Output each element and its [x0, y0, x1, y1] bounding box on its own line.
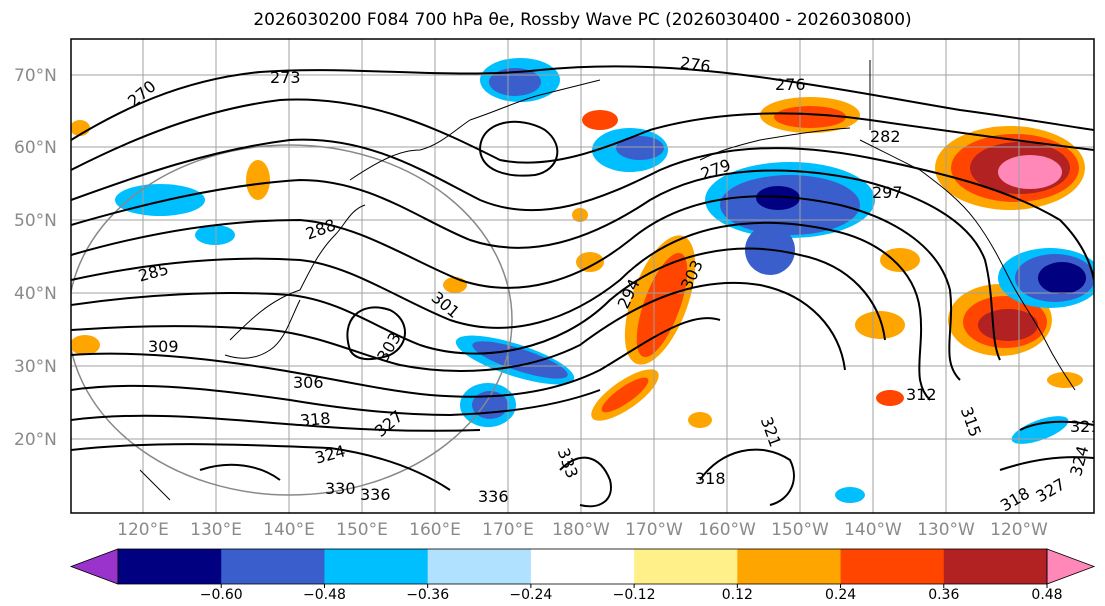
colorbar-tick-label: −0.24 — [509, 587, 552, 603]
contour-label: 318 — [695, 469, 726, 488]
contour-label: 318 — [299, 409, 331, 431]
contour-label: 276 — [775, 75, 806, 94]
lat-label: 40°N — [14, 284, 57, 304]
colorbar-extension-low — [69, 548, 119, 585]
colorbar-border — [117, 548, 1048, 585]
lon-label: 160°W — [698, 520, 756, 540]
gridlines — [71, 39, 1094, 513]
latitude-labels: 70°N 60°N 50°N 40°N 30°N 20°N — [14, 66, 57, 450]
lon-label: 140°E — [263, 520, 315, 540]
coastlines — [139, 60, 1076, 501]
lon-label: 130°W — [917, 520, 975, 540]
lat-label: 30°N — [14, 357, 57, 377]
colorbar-tick-label: −0.12 — [613, 587, 656, 603]
colorbar-segment — [737, 549, 842, 584]
lat-label: 70°N — [14, 66, 57, 86]
lon-label: 170°E — [482, 520, 534, 540]
colorbar-segment — [427, 549, 532, 584]
contour-label: 336 — [478, 487, 509, 506]
longitude-labels: 120°E 130°E 140°E 150°E 160°E 170°E 180°… — [117, 520, 1048, 540]
lon-label: 150°W — [771, 520, 829, 540]
lon-label: 160°E — [409, 520, 461, 540]
colorbar-tick-label: 0.12 — [722, 587, 753, 603]
colorbar-segment — [634, 549, 738, 584]
contour-label: 336 — [360, 485, 391, 504]
theta-e-contours — [71, 65, 1094, 508]
lon-label: 130°E — [190, 520, 242, 540]
colorbar-tick-label: −0.36 — [406, 587, 449, 603]
lat-label: 20°N — [14, 430, 57, 450]
lon-label: 120°W — [990, 520, 1048, 540]
contour-label: 276 — [679, 53, 712, 76]
colorbar-segment — [118, 549, 222, 584]
colorbar-segment — [840, 549, 945, 584]
colorbar-segment — [324, 549, 429, 584]
lon-label: 150°E — [336, 520, 388, 540]
lon-label: 180°W — [552, 520, 610, 540]
contour-label: 282 — [870, 127, 901, 146]
map-title: 2026030200 F084 700 hPa θe, Rossby Wave … — [253, 10, 912, 30]
contour-label: 273 — [270, 68, 301, 87]
lon-label: 140°W — [844, 520, 902, 540]
colorbar-tick-label: −0.60 — [200, 587, 243, 603]
title-area: 2026030200 F084 700 hPa θe, Rossby Wave … — [0, 0, 1105, 36]
colorbar-tick-label: 0.24 — [825, 587, 856, 603]
colorbar-tick-label: −0.48 — [303, 587, 346, 603]
contour-label: 330 — [325, 479, 356, 498]
colorbar-tick-label: 0.36 — [928, 587, 959, 603]
colorbar — [69, 548, 1096, 585]
colorbar-tick-label: 0.48 — [1031, 587, 1062, 603]
colorbar-segment — [943, 549, 1048, 584]
map-panel: 270 273 276 276 282 279 297 288 285 294 … — [71, 39, 1101, 513]
contour-label: 306 — [293, 373, 324, 392]
contour-label: 321 — [1070, 417, 1101, 436]
lon-label: 170°W — [625, 520, 683, 540]
contour-label: 312 — [906, 385, 937, 404]
colorbar-extension-high — [1046, 548, 1096, 585]
colorbar-ticks: −0.60 −0.48 −0.36 −0.24 −0.12 0.12 0.24 0.36 0.4… — [200, 584, 1063, 603]
map-frame — [70, 38, 1095, 514]
lat-label: 60°N — [14, 138, 57, 158]
contour-label: 309 — [148, 337, 179, 356]
lat-label: 50°N — [14, 211, 57, 231]
lon-label: 120°E — [117, 520, 169, 540]
colorbar-segment — [221, 549, 325, 584]
contour-label: 297 — [872, 183, 903, 202]
highlight-circle — [71, 144, 513, 496]
colorbar-segment — [530, 549, 635, 584]
